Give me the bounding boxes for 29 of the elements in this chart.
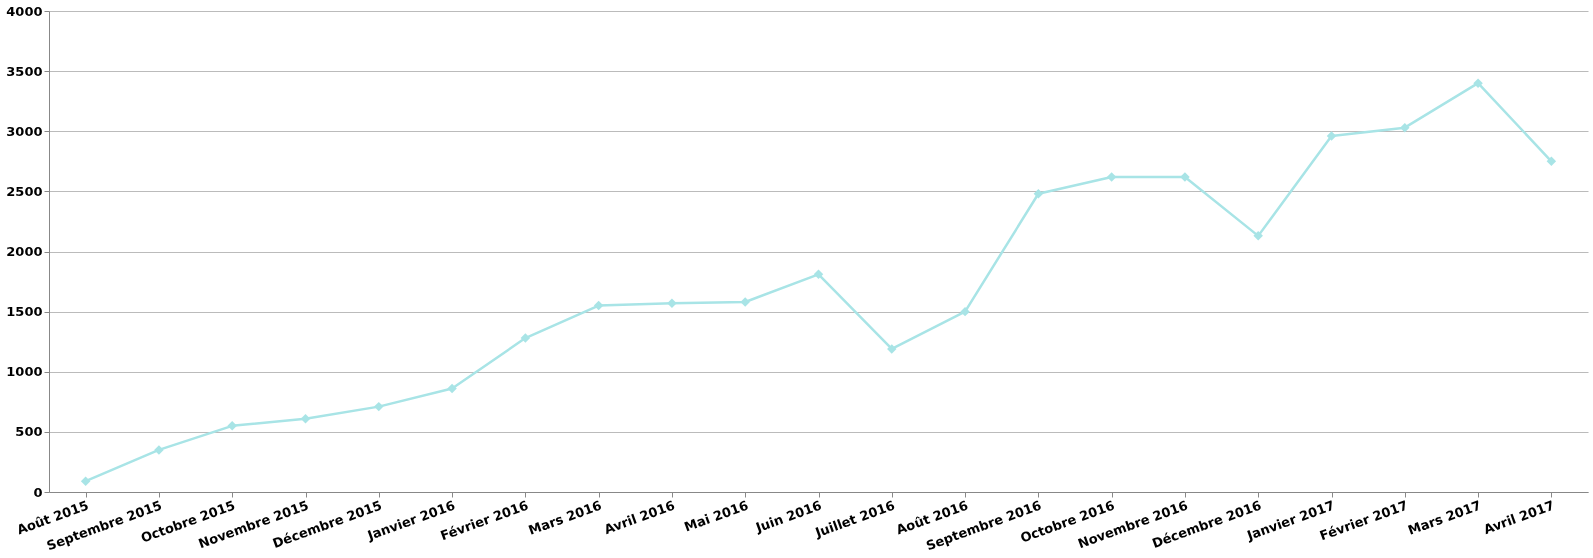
point xyxy=(1253,231,1263,241)
y-tick-label: 1500 xyxy=(6,304,43,320)
point xyxy=(960,306,970,317)
point xyxy=(593,300,604,311)
x-tick-label: Avril 2017 xyxy=(1481,497,1557,538)
point xyxy=(1546,156,1557,167)
point xyxy=(887,344,897,354)
x-tick-label: Mai 2016 xyxy=(682,497,751,535)
y-tick-label: 3000 xyxy=(6,123,43,139)
point xyxy=(1326,131,1337,141)
point xyxy=(1400,122,1410,133)
x-tick-label: Avril 2016 xyxy=(602,497,677,538)
point xyxy=(300,413,311,424)
point xyxy=(813,269,824,280)
y-tick-label: 1000 xyxy=(6,364,43,380)
point xyxy=(80,476,91,486)
y-tick-label: 3500 xyxy=(6,63,43,79)
point xyxy=(227,421,237,431)
y-tick-label: 0 xyxy=(33,484,43,500)
y-tick-label: 2500 xyxy=(6,183,43,199)
point xyxy=(374,401,384,412)
y-tick-label: 2000 xyxy=(6,244,43,259)
point xyxy=(520,333,531,343)
y-tick-label: 4000 xyxy=(6,3,43,19)
point xyxy=(667,298,677,308)
x-tick-label: Mars 2017 xyxy=(1405,497,1484,538)
point xyxy=(447,383,457,394)
y-tick-label: 500 xyxy=(15,424,43,440)
point xyxy=(1033,189,1044,199)
